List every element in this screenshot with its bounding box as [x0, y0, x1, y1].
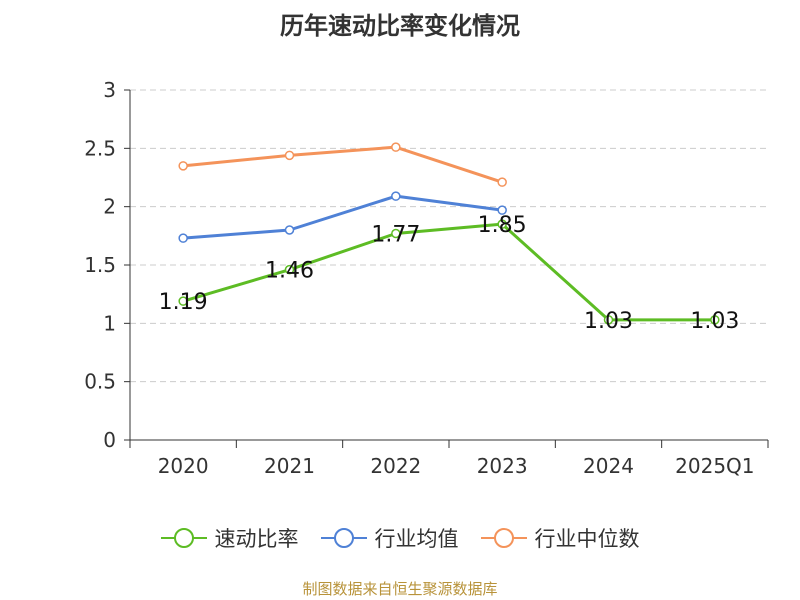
data-point: [391, 142, 401, 152]
legend: 速动比率 行业均值 行业中位数: [0, 520, 800, 556]
data-point: [497, 205, 507, 215]
data-point: [603, 315, 614, 325]
series-line: [183, 194, 503, 240]
x-tick-label: 2020: [158, 454, 209, 478]
series-line: [182, 222, 715, 322]
data-point: [497, 219, 507, 229]
y-tick-label: 2.5: [84, 136, 116, 160]
data-point: [178, 296, 188, 306]
data-point: [710, 315, 720, 325]
legend-item[interactable]: 行业中位数: [480, 523, 640, 553]
y-tick-label: 2: [103, 195, 116, 219]
legend-swatch: [480, 528, 527, 548]
y-tick-label: 1.5: [84, 253, 116, 277]
y-tick-label: 0: [103, 428, 116, 452]
legend-label: 速动比率: [214, 527, 299, 551]
data-point: [391, 228, 401, 239]
data-label: 1.19: [159, 290, 208, 315]
legend-swatch: [320, 528, 367, 548]
chart-title: 历年速动比率变化情况: [280, 12, 520, 40]
legend-item[interactable]: 行业均值: [320, 523, 459, 553]
y-tick-label: 1: [103, 311, 116, 335]
y-tick-label: 3: [103, 78, 116, 102]
data-point: [497, 177, 507, 187]
data-label: 1.46: [265, 259, 314, 284]
source-note: 制图数据来自恒生聚源数据库: [302, 580, 498, 598]
data-point: [284, 225, 295, 235]
y-tick-label: 0.5: [84, 370, 116, 394]
x-tick-label: 2025Q1: [675, 454, 754, 478]
x-tick-label: 2023: [477, 454, 528, 478]
x-tick-label: 2022: [370, 454, 421, 478]
data-point: [391, 191, 401, 201]
series-line: [183, 145, 503, 184]
legend-item[interactable]: 速动比率: [160, 523, 299, 553]
data-label: 1.03: [584, 309, 633, 334]
legend-label: 行业中位数: [534, 527, 640, 551]
legend-swatch: [160, 528, 207, 548]
data-point: [284, 150, 295, 161]
x-tick-label: 2021: [264, 454, 315, 478]
data-point: [178, 161, 188, 171]
data-label: 1.85: [478, 213, 527, 238]
data-label: 1.77: [371, 223, 420, 248]
x-tick-label: 2024: [583, 454, 634, 478]
data-label: 1.03: [690, 309, 739, 334]
data-point: [284, 264, 295, 275]
data-point: [178, 233, 188, 243]
legend-label: 行业均值: [374, 527, 459, 551]
